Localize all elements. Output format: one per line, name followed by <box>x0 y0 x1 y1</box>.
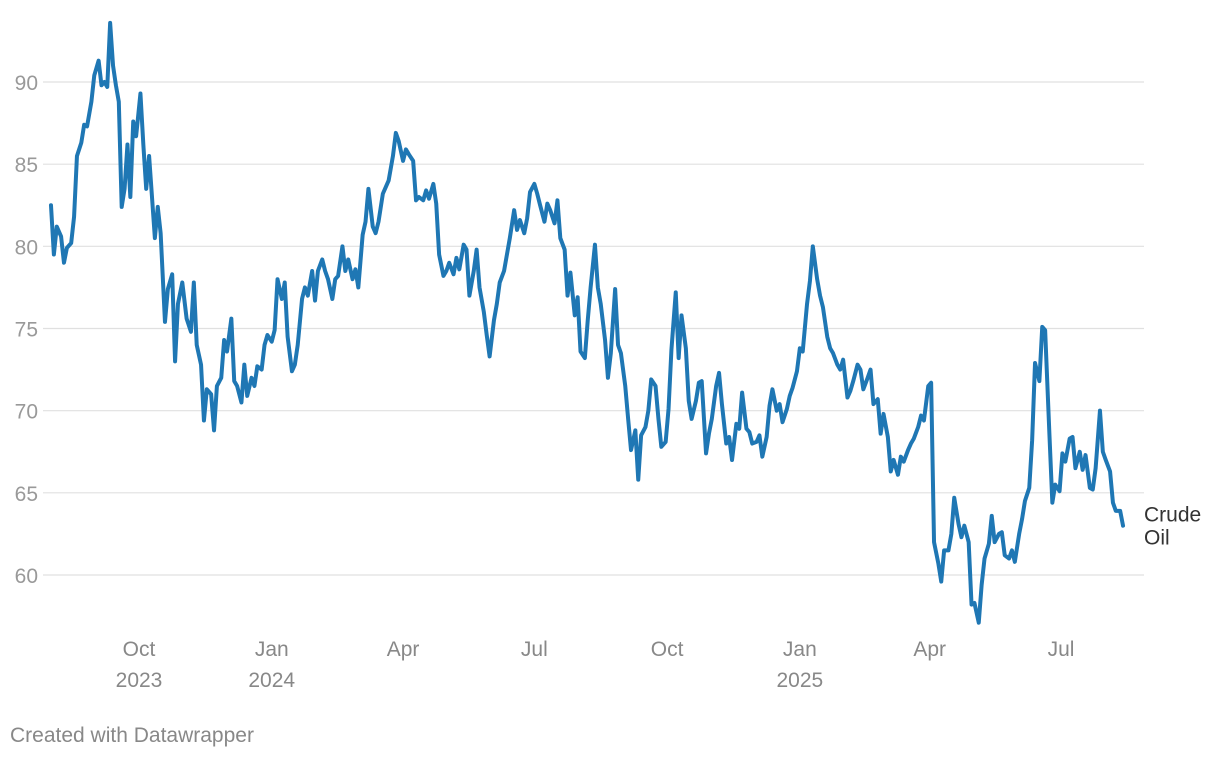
x-tick-year-label: 2023 <box>116 669 163 692</box>
series-label: Oil <box>1144 527 1170 550</box>
x-tick-label: Jan <box>255 638 289 661</box>
x-tick-year-label: 2024 <box>248 669 295 692</box>
x-tick-year-label: 2025 <box>776 669 823 692</box>
gridlines <box>43 81 1144 576</box>
x-tick-label: Apr <box>913 638 946 661</box>
y-axis: 60 65 70 75 80 85 90 <box>15 72 38 588</box>
x-tick-label: Oct <box>123 638 156 661</box>
y-tick-label: 65 <box>15 483 38 506</box>
x-tick-label: Jan <box>783 638 817 661</box>
x-axis: Oct 2023 Jan 2024 Apr Jul Oct Jan 2025 Apr Jul <box>116 638 1075 692</box>
series-group <box>48 20 1126 625</box>
series-line-crude-oil <box>48 20 1126 625</box>
y-tick-label: 70 <box>15 401 38 424</box>
y-tick-label: 75 <box>15 319 38 342</box>
x-tick-label: Oct <box>651 638 684 661</box>
y-tick-label: 90 <box>15 72 38 95</box>
x-tick-label: Apr <box>387 638 420 661</box>
y-tick-label: 60 <box>15 565 38 588</box>
x-tick-label: Jul <box>521 638 548 661</box>
x-tick-label: Jul <box>1048 638 1075 661</box>
credit-text: Created with Datawrapper <box>10 724 254 747</box>
y-tick-label: 80 <box>15 236 38 259</box>
series-label: Crude <box>1144 504 1201 527</box>
line-chart: 60 65 70 75 80 85 90 Oct 2023 Jan 2024 Apr Jul Oct Ja… <box>15 20 1201 692</box>
y-tick-label: 85 <box>15 154 38 177</box>
